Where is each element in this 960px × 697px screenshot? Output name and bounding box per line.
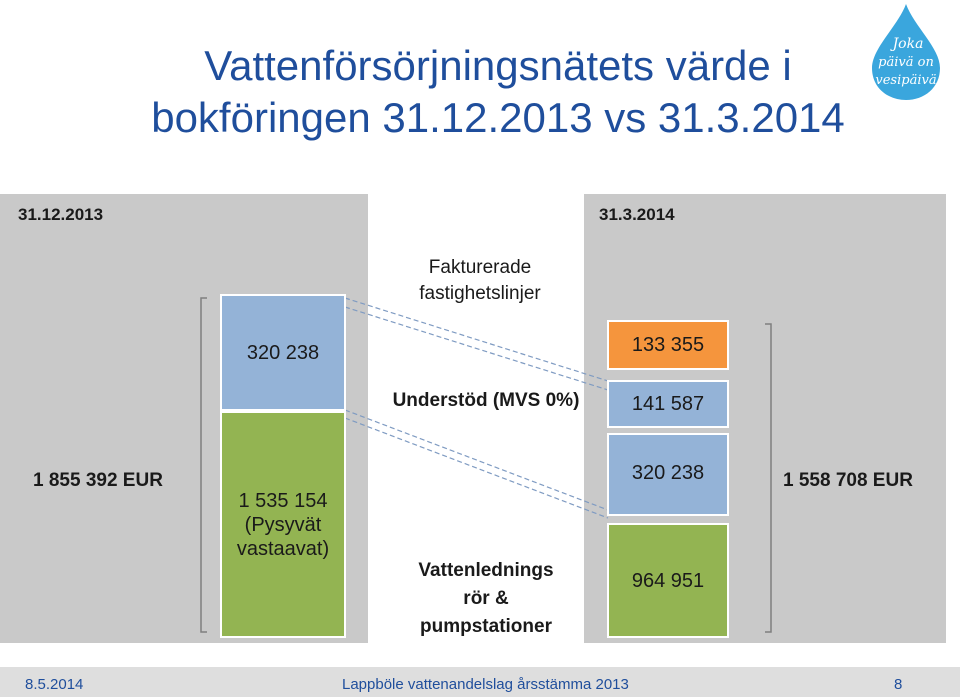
left-green-box-note-2: vastaavat): [236, 537, 330, 560]
left-panel-date: 31.12.2013: [18, 205, 104, 224]
right-green-box: 964 951: [607, 523, 729, 638]
middle-label-top-line-2: fastighetslinjer: [419, 283, 541, 304]
right-orange-box: 133 355: [607, 320, 729, 370]
right-total: 1 558 708 EUR: [783, 470, 913, 491]
footer-event: Lappböle vattenandelslag årsstämma 2013: [342, 676, 629, 693]
right-blue-small-box-value: 141 587: [631, 393, 705, 415]
right-panel-date: 31.3.2014: [599, 205, 675, 224]
footer-page-number: 8: [894, 676, 903, 693]
middle-label-pipes-line-1: Vattenlednings: [418, 560, 554, 581]
water-drop-logo: Joka päivä on vesipäivä: [872, 4, 940, 100]
slide-footer: 8.5.2014 Lappböle vattenandelslag årsstä…: [0, 667, 960, 697]
left-green-box-note-1: (Pysyvät: [244, 513, 322, 536]
middle-label-top: Fakturerade fastighetslinjer: [380, 255, 580, 307]
left-blue-box: 320 238: [220, 294, 346, 411]
left-total: 1 855 392 EUR: [33, 470, 163, 491]
right-orange-box-value: 133 355: [631, 334, 705, 356]
left-blue-box-value: 320 238: [246, 341, 320, 364]
logo-text-line-1: Joka: [890, 36, 924, 52]
middle-label-support: Understöd (MVS 0%): [392, 390, 580, 411]
right-blue-box-value: 320 238: [631, 462, 705, 484]
middle-label-pipes: Vattenlednings rör & pumpstationer: [396, 557, 576, 641]
middle-label-top-line-1: Fakturerade: [428, 257, 532, 278]
middle-label-pipes-line-3: pumpstationer: [420, 616, 552, 637]
logo-text-line-3: vesipäivä: [875, 73, 936, 88]
right-blue-box: 320 238: [607, 433, 729, 516]
footer-date: 8.5.2014: [25, 676, 84, 693]
left-green-box: 1 535 154 (Pysyvät vastaavat): [220, 411, 346, 638]
right-blue-small-box: 141 587: [607, 380, 729, 428]
middle-label-pipes-line-2: rör &: [463, 588, 509, 609]
logo-text-line-2: päivä on: [878, 55, 934, 70]
right-green-box-value: 964 951: [631, 569, 705, 592]
left-green-box-value: 1 535 154: [238, 489, 328, 512]
slide-title: Vattenförsörjningsnätets värde i bokföri…: [151, 42, 845, 141]
